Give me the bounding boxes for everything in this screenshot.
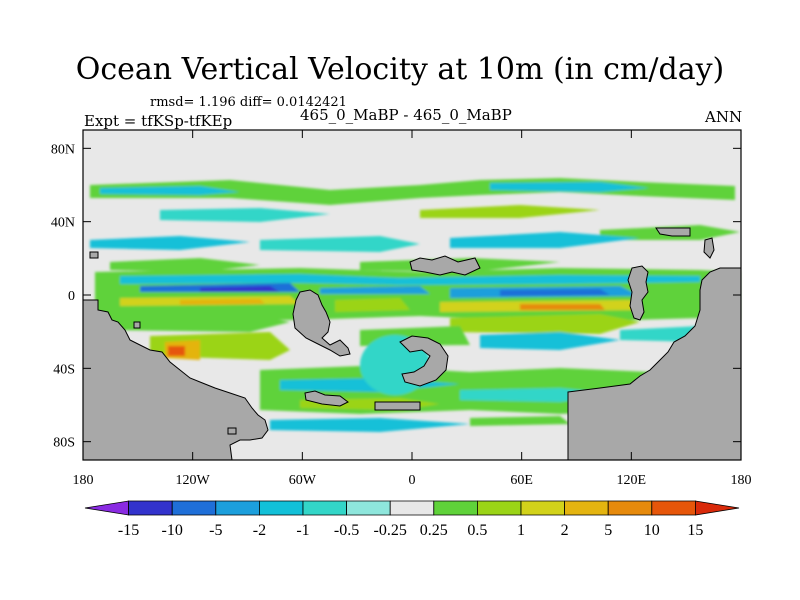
colorbar-label: -5 xyxy=(209,522,222,539)
colorbar-label: -15 xyxy=(118,522,139,539)
x-tick-label: 180 xyxy=(73,473,94,488)
colorbar-swatch xyxy=(128,500,173,516)
x-tick-label: 0 xyxy=(409,473,416,488)
colorbar-swatch xyxy=(258,500,304,516)
x-tick-label: 60W xyxy=(289,473,317,488)
colorbar-label: -0.25 xyxy=(374,522,407,539)
colorbar-swatch xyxy=(433,500,478,516)
colorbar-label: 0.25 xyxy=(420,522,448,539)
colorbar-swatch xyxy=(520,500,565,516)
colorbar-swatch xyxy=(215,500,260,516)
colorbar-swatch xyxy=(564,500,609,516)
colorbar-label: 1 xyxy=(517,522,525,539)
colorbar-label: 5 xyxy=(604,522,612,539)
colorbar-label: 2 xyxy=(561,522,569,539)
chart-title: Ocean Vertical Velocity at 10m (in cm/da… xyxy=(75,52,725,87)
y-tick-label: 40N xyxy=(51,216,75,231)
colorbar-label: -1 xyxy=(296,522,309,539)
colorbar-label: -10 xyxy=(162,522,183,539)
y-tick-label: 0 xyxy=(68,289,75,304)
colorbar-label: -2 xyxy=(253,522,266,539)
colorbar-swatch xyxy=(651,500,696,516)
x-tick-label: 120E xyxy=(617,473,647,488)
colorbar-swatch xyxy=(171,500,217,516)
colorbar-swatch xyxy=(476,500,522,516)
expt-text: Expt = tfKSp-tfKEp xyxy=(84,112,233,130)
colorbar: -15 -10 -5 -2 -1 -0.5 -0.25 0.25 0.5 1 2 5 10 15 xyxy=(84,500,740,539)
colorbar-swatch xyxy=(84,500,130,516)
y-tick-label: 40S xyxy=(53,362,75,377)
y-tick-label: 80N xyxy=(51,142,75,157)
colorbar-label: 0.5 xyxy=(467,522,487,539)
y-tick-label: 80S xyxy=(53,436,75,451)
colorbar-label: 15 xyxy=(687,522,703,539)
colorbar-swatch xyxy=(389,500,435,516)
experiment-diff-label: 465_0_MaBP - 465_0_MaBP xyxy=(300,106,512,124)
season-label: ANN xyxy=(705,108,743,126)
axes: 180 120W 60W 0 60E 120E 180 80N 40N 0 40S 80S xyxy=(51,130,752,488)
velocity-field xyxy=(90,178,740,432)
land-masses xyxy=(82,227,742,461)
x-tick-label: 60E xyxy=(510,473,533,488)
colorbar-swatch xyxy=(346,500,391,516)
stats-text: rmsd= 1.196 diff= 0.0142421 xyxy=(150,95,347,110)
colorbar-swatch xyxy=(607,500,653,516)
x-tick-label: 180 xyxy=(731,473,752,488)
colorbar-swatch xyxy=(695,500,740,516)
colorbar-label: -0.5 xyxy=(334,522,359,539)
colorbar-swatch xyxy=(302,500,348,516)
colorbar-label: 10 xyxy=(644,522,660,539)
x-tick-label: 120W xyxy=(176,473,211,488)
